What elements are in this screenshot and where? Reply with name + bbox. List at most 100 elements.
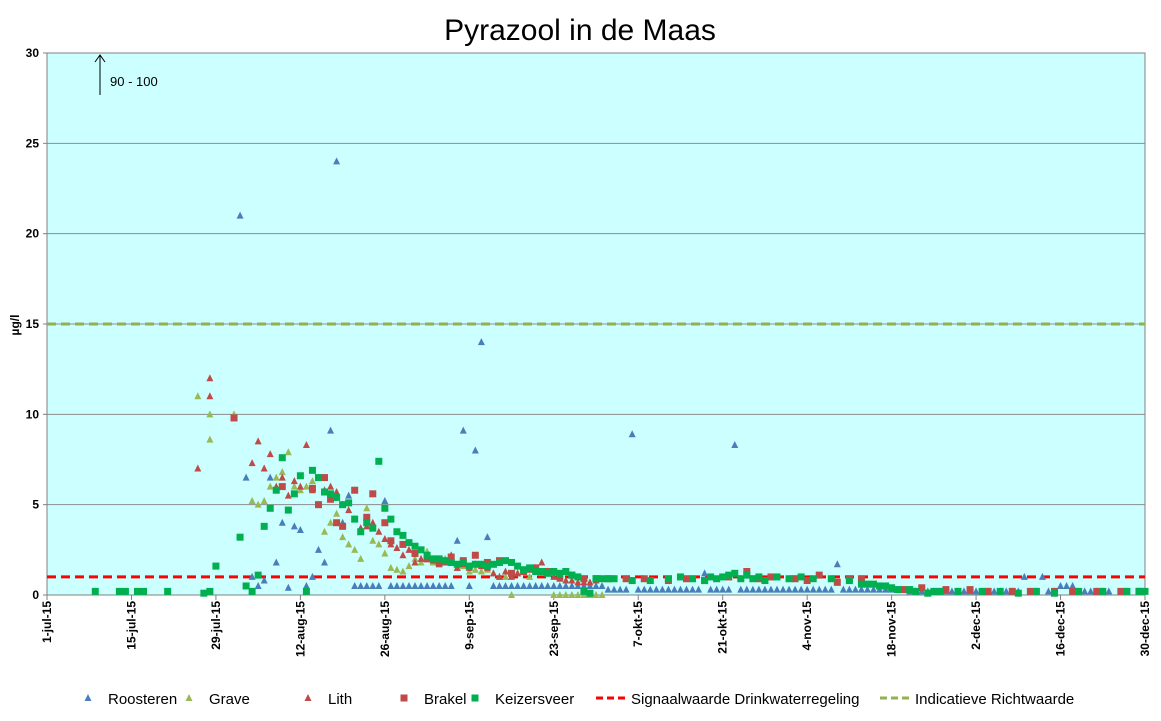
data-point [749,585,757,593]
data-point [393,544,401,552]
data-point [302,581,310,589]
data-point [882,582,890,590]
data-point [538,581,546,589]
data-point [339,501,347,509]
data-point [1014,589,1022,597]
data-point [417,581,425,589]
x-tick-label: 4-nov-15 [800,601,814,651]
data-point [314,545,322,553]
x-tick-label: 2-dec-15 [969,601,983,650]
annotation-arrow-head [94,54,106,63]
legend-label: Roosteren [108,691,177,708]
data-point [502,572,510,580]
data-point [1032,587,1040,595]
data-point [1093,587,1101,595]
data-point [1141,587,1149,595]
data-point [767,573,775,581]
data-point [562,581,570,589]
data-point [357,554,365,562]
data-point [628,577,636,585]
data-point [254,500,262,508]
data-point [302,482,310,490]
y-tick-label: 10 [26,407,40,421]
data-point [483,533,491,541]
data-point [809,585,817,593]
data-point [900,586,908,594]
data-point [906,586,914,594]
data-point [296,486,304,494]
data-point [321,488,329,496]
data-point [302,441,310,449]
x-tick-label: 30-dec-15 [1138,601,1152,657]
data-point [321,558,329,566]
data-point [411,581,419,589]
data-point [918,584,926,592]
data-point [393,528,401,536]
data-point [495,581,503,589]
data-point [1044,587,1052,595]
data-point [658,585,666,593]
data-point [731,569,739,577]
data-point [556,569,564,577]
data-point [1075,587,1083,595]
data-point [996,587,1004,595]
legend-item: Keizersveer [471,691,574,708]
data-point [296,482,304,490]
data-point [254,437,262,445]
data-point [761,585,769,593]
data-point [200,589,208,597]
legend-marker [185,694,193,701]
data-point [870,580,878,588]
data-point [876,582,884,590]
data-point [327,495,335,503]
data-point [676,585,684,593]
data-point [489,581,497,589]
data-point [550,581,558,589]
data-point [284,491,292,499]
data-point [375,527,383,535]
x-tick-label: 15-jul-15 [124,601,138,650]
data-point [954,587,962,595]
data-point [857,585,865,593]
data-point [592,591,600,598]
data-point [483,558,491,566]
data-point [984,587,992,595]
legend-label: Keizersveer [495,691,574,708]
data-point [936,587,944,595]
data-point [556,573,564,581]
data-point [755,573,763,581]
data-point [912,587,920,595]
data-point [502,557,510,565]
data-point [622,575,630,583]
data-point [405,581,413,589]
x-tick-label: 12-aug-15 [293,601,307,657]
data-point [381,497,389,505]
data-point [266,473,274,481]
data-point [284,448,292,456]
data-point [405,545,413,553]
series-keizersveer [91,454,1149,597]
data-point [610,585,618,593]
legend-item: Signaalwaarde Drinkwaterregeling [596,691,859,708]
data-point [381,504,389,512]
legend-label: Indicatieve Richtwaarde [915,691,1074,708]
data-point [713,575,721,583]
data-point [423,581,431,589]
data-point [598,591,606,598]
data-point [592,581,600,589]
data-point [345,499,353,507]
data-point [345,540,353,548]
data-point [345,506,353,514]
data-point [296,472,304,480]
data-point [863,580,871,588]
data-point [586,578,594,586]
data-point [284,583,292,591]
data-point [580,587,588,595]
data-point [634,585,642,593]
data-point [707,573,715,581]
data-point [508,591,516,598]
data-point [833,578,841,586]
data-point [743,568,751,576]
data-point [351,581,359,589]
data-point [327,426,335,434]
